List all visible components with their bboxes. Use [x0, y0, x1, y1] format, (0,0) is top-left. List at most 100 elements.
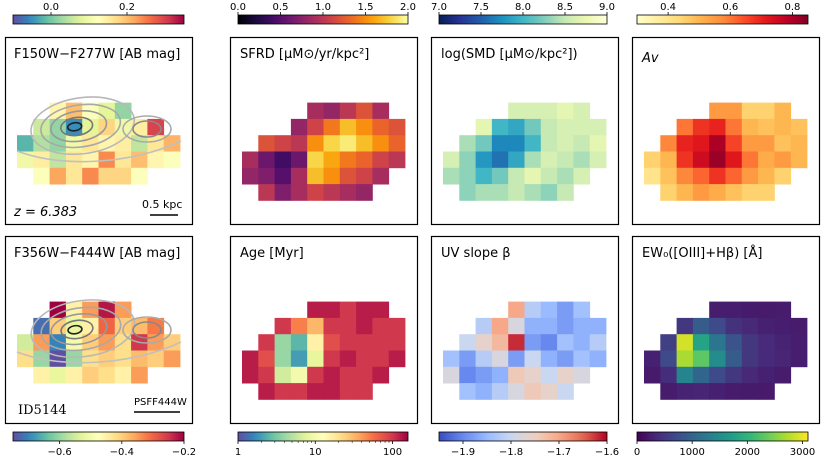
pixel-cell — [65, 366, 83, 384]
contour-line — [67, 324, 83, 335]
pixel-cell — [339, 383, 357, 400]
pixel-cell — [692, 383, 710, 400]
contour-line — [66, 121, 83, 132]
pixel-cell — [290, 334, 308, 351]
panel-labels: F150W−F277W [AB mag] SFRD [μM⊙/yr/kpc²] … — [13, 47, 762, 418]
pixel-cell — [323, 301, 341, 319]
pixel-cell — [491, 151, 509, 169]
pixel-cell — [790, 135, 808, 152]
colorbar-tick-label: 1.5 — [358, 2, 374, 13]
pixel-cell — [339, 184, 357, 201]
colorbar-gradient — [237, 14, 409, 25]
pixel-cell — [557, 118, 574, 136]
pixel-cell — [307, 135, 324, 152]
pixel-cell — [388, 135, 406, 152]
pixel-cell — [790, 317, 808, 335]
pixel-cell — [475, 135, 493, 152]
pixel-cell — [692, 184, 710, 201]
colorbar-tick-label: 7.5 — [473, 2, 489, 13]
pixel-cell — [17, 334, 34, 351]
pixel-cell — [356, 135, 373, 152]
panel-frame-f150_f277 — [4, 36, 194, 226]
colorbar-tick-label: −1.7 — [547, 447, 571, 458]
pixel-cell — [475, 350, 493, 368]
pixel-cell — [557, 135, 574, 152]
pixel-cell — [660, 167, 677, 185]
pixel-cell — [741, 167, 759, 185]
pixel-cell — [356, 151, 373, 169]
pixel-cell — [307, 301, 324, 319]
pixel-cell — [242, 350, 259, 368]
pixel-cell — [557, 102, 574, 120]
colorbar-tick-label: 1 — [235, 447, 241, 458]
pixel-cell — [82, 167, 99, 185]
pixel-cell — [660, 334, 677, 351]
panel-frame-ew — [631, 235, 821, 425]
contours-f356_f444 — [16, 299, 182, 364]
colorbar-cb_ew: 0 1000 2000 3000 — [634, 431, 815, 458]
pixel-cell — [758, 366, 775, 384]
pixel-cell — [725, 135, 743, 152]
pixel-cell — [758, 167, 775, 185]
pixel-cell — [242, 167, 259, 185]
pixel-cell — [676, 383, 694, 400]
pixel-cell — [307, 350, 324, 368]
pixel-cell — [49, 366, 67, 384]
pixel-cell — [725, 151, 743, 169]
contour-line — [132, 321, 162, 339]
pixel-cell — [491, 334, 509, 351]
pixel-cell — [758, 184, 775, 201]
pixel-cell — [524, 135, 542, 152]
pixel-cell — [49, 301, 67, 319]
pixel-cell — [33, 366, 50, 384]
pixel-cell — [758, 151, 775, 169]
pixel-cell — [790, 118, 808, 136]
pixel-cell — [589, 151, 607, 169]
pixel-cell — [508, 383, 525, 400]
pixel-cell — [524, 366, 542, 384]
pixel-cell — [524, 151, 542, 169]
panel-title-age: Age [Myr] — [240, 246, 304, 261]
panel-frame-f356_f444 — [4, 235, 194, 425]
pixel-cell — [163, 350, 181, 368]
pixel-cell — [459, 350, 476, 368]
pixel-cell — [725, 334, 743, 351]
pixel-cell — [147, 151, 165, 169]
pixel-cell — [758, 301, 775, 319]
pixel-cell — [323, 184, 341, 201]
pixel-cell — [372, 167, 390, 185]
redshift-label: z = 6.383 — [13, 205, 77, 220]
pixel-cell — [491, 350, 509, 368]
pixel-cell — [459, 383, 476, 400]
pixel-cell — [524, 317, 542, 335]
pixel-cell — [725, 184, 743, 201]
pixel-cell — [676, 135, 694, 152]
panel-title-f356-f444: F356W−F444W [AB mag] — [14, 246, 180, 261]
pixel-cell — [508, 366, 525, 384]
colorbar-cb_f356: −0.6 −0.4 −0.2 — [12, 431, 196, 458]
pixel-cell — [774, 135, 792, 152]
pixel-cell — [660, 350, 677, 368]
pixel-cell — [475, 366, 493, 384]
pixel-cell — [660, 184, 677, 201]
pixel-cell — [258, 366, 275, 384]
pixel-cell — [508, 334, 525, 351]
pixel-cell — [774, 366, 792, 384]
pixel-cell — [524, 184, 542, 201]
pixel-cell — [459, 135, 476, 152]
colorbar-tick-label: −0.4 — [110, 447, 134, 458]
pixel-cell — [692, 118, 710, 136]
pixel-cell — [443, 151, 460, 169]
pixel-cell — [741, 102, 759, 120]
pixel-cell — [644, 167, 661, 185]
pixel-cell — [307, 317, 324, 335]
colorbar-tick-label: 0.0 — [43, 2, 59, 13]
pixel-cell — [725, 301, 743, 319]
pixel-cell — [339, 301, 357, 319]
contour-line — [16, 341, 182, 364]
pixel-cell — [540, 102, 558, 120]
pixel-cell — [307, 118, 324, 136]
pixel-cell — [114, 151, 132, 169]
panel-ew — [631, 235, 821, 425]
